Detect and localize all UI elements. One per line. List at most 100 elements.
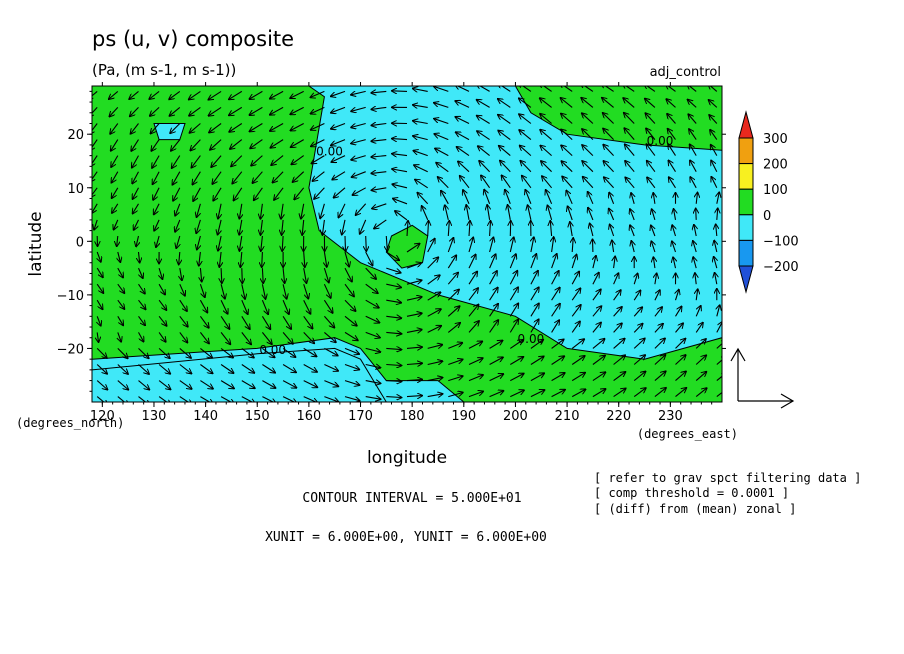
contour-interval: CONTOUR INTERVAL = 5.000E+01 — [302, 491, 521, 506]
vector-arrow — [290, 106, 304, 114]
colorbar-segment — [738, 188, 754, 216]
x-tick-label: 170 — [348, 409, 373, 424]
vector-arrow — [324, 251, 326, 267]
vector-arrow — [487, 205, 489, 220]
vector-arrow — [303, 347, 317, 356]
vector-arrow — [283, 268, 285, 283]
vector-arrow — [610, 225, 614, 237]
vector-arrow — [200, 364, 212, 374]
colorbar-label: −200 — [763, 260, 799, 275]
vector-arrow — [666, 99, 676, 108]
vector-arrow — [407, 221, 408, 237]
vector-arrow — [448, 376, 462, 382]
vector-arrow — [218, 203, 221, 219]
vector-arrow — [415, 180, 429, 189]
vector-arrow — [695, 306, 701, 317]
vector-arrow — [229, 106, 243, 115]
vector-arrow — [455, 101, 470, 108]
vector-arrow — [179, 251, 180, 264]
x-tick-label: 140 — [193, 409, 218, 424]
vector-arrow — [311, 139, 325, 147]
vector-arrow — [613, 339, 625, 349]
vector-arrow — [282, 347, 295, 357]
vector-arrow — [386, 365, 401, 366]
colorbar-label: 100 — [763, 183, 788, 198]
colorbar-bottom-triangle — [738, 265, 754, 294]
vector-arrow — [262, 284, 265, 299]
x-tick-label: 150 — [245, 409, 270, 424]
vector-arrow — [609, 193, 615, 205]
vector-arrow — [353, 187, 366, 195]
colorbar: 300 200 100 0 −100 −200 — [738, 110, 799, 294]
vector-arrow — [199, 251, 201, 266]
vector-arrow — [229, 90, 243, 99]
vector-arrow — [313, 171, 325, 181]
vector-arrow — [331, 90, 346, 96]
vector-arrow — [509, 254, 516, 269]
vector-arrow — [435, 149, 449, 157]
vector-arrow — [652, 209, 655, 221]
vector-arrow — [158, 364, 170, 374]
vector-arrow — [211, 155, 222, 167]
vector-arrow — [97, 251, 101, 262]
vector-arrow — [209, 123, 222, 133]
vector-arrow — [613, 323, 622, 333]
vector-arrow — [631, 241, 634, 253]
vector-arrow — [393, 199, 408, 205]
vector-arrow — [592, 356, 605, 365]
vector-arrow — [422, 206, 429, 221]
vector-arrow — [696, 193, 697, 204]
vector-arrow — [139, 251, 140, 263]
vector-arrow — [592, 306, 601, 317]
vector-arrow — [498, 86, 511, 92]
vector-arrow — [92, 171, 98, 182]
x-tick-label: 160 — [296, 409, 321, 424]
vector-arrow — [197, 235, 201, 249]
vector-arrow — [525, 190, 532, 205]
vector-arrow — [179, 283, 185, 295]
vector-arrow — [445, 205, 449, 221]
vector-arrow — [386, 267, 400, 273]
vector-arrow — [97, 332, 98, 342]
vector-arrow — [220, 347, 233, 357]
vector-arrow — [303, 315, 313, 328]
colorbar-segment — [738, 214, 754, 241]
vector-arrow — [261, 235, 263, 251]
vector-arrow — [427, 394, 443, 397]
vector-arrow — [117, 299, 125, 309]
vector-arrow — [654, 290, 660, 301]
vector-arrow — [406, 347, 422, 348]
vector-arrow — [647, 161, 656, 173]
vector-arrow — [530, 357, 544, 365]
vector-arrow — [221, 268, 222, 283]
vector-arrow — [613, 372, 626, 382]
vector-arrow — [114, 219, 118, 230]
vector-arrow — [489, 238, 494, 253]
vector-arrow — [603, 113, 614, 124]
vector-arrow — [551, 390, 565, 398]
vector-arrow — [352, 171, 366, 177]
reference-vector — [730, 347, 795, 409]
vector-arrow — [561, 130, 573, 141]
axes: 120 130 140 150 160 170 180 190 200 210 220 230 20 10… — [57, 82, 726, 424]
vector-arrow — [717, 209, 718, 220]
vector-arrow — [633, 339, 645, 349]
vector-arrow — [675, 323, 684, 333]
vector-arrow — [392, 184, 408, 188]
vector-arrow — [138, 348, 149, 358]
vector-arrow — [323, 283, 330, 298]
vector-arrow — [468, 392, 483, 398]
note-2: [ comp threshold = 0.0001 ] — [594, 486, 789, 500]
vector-arrow — [688, 114, 697, 124]
vector-arrow — [96, 299, 102, 309]
vector-arrow — [447, 323, 460, 333]
colorbar-segment — [738, 137, 754, 165]
vector-arrow — [633, 388, 646, 398]
vector-arrow — [282, 235, 283, 251]
vector-arrow — [213, 187, 222, 201]
vector-arrow — [560, 86, 573, 92]
vector-arrow — [477, 116, 490, 124]
vector-arrow — [717, 193, 719, 204]
y-unit-label: (degrees_north) — [16, 416, 124, 430]
vector-arrow — [179, 396, 192, 402]
